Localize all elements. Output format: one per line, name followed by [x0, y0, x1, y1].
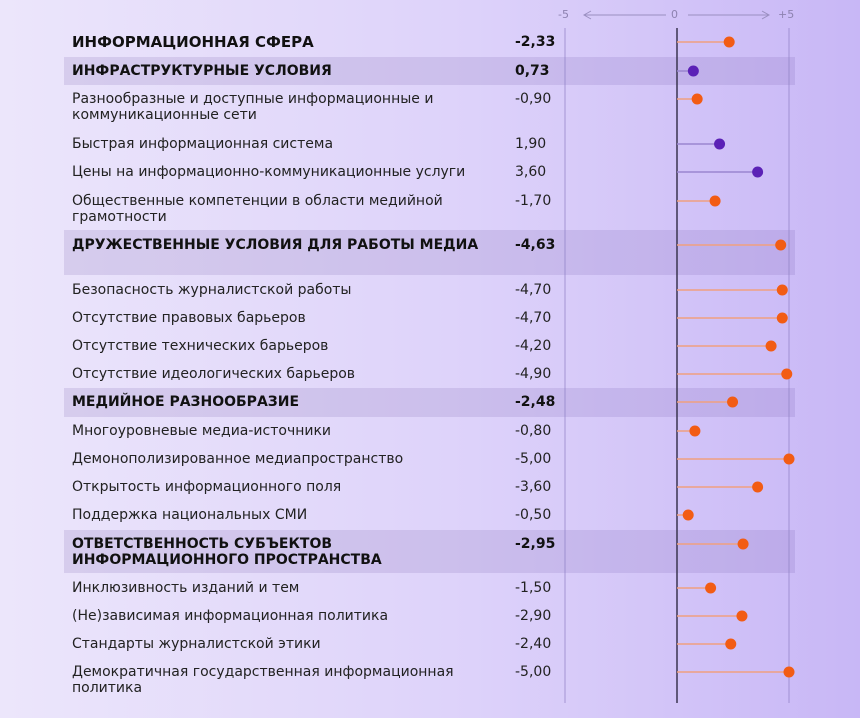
- indicator-label: Стандарты журналистской этики: [72, 636, 321, 652]
- indicator-label: Открытость информационного поля: [72, 479, 342, 495]
- indicator-label: (Не)зависимая информационная политика: [72, 608, 389, 624]
- lollipop-dot: [691, 93, 703, 105]
- value-label: -4,70: [515, 282, 552, 298]
- lollipop-dot: [775, 239, 787, 251]
- lollipop-dot: [736, 610, 748, 622]
- section-band: [64, 388, 795, 417]
- axis-arrow-right-icon: [761, 10, 771, 20]
- lollipop-dot: [689, 425, 701, 437]
- indicator-label: Безопасность журналистской работы: [72, 282, 352, 298]
- value-label: -2,33: [515, 34, 556, 50]
- value-label: -1,70: [515, 193, 552, 209]
- value-label: -0,50: [515, 507, 552, 523]
- axis-tick-label: +5: [778, 8, 795, 21]
- indicator-label: Отсутствие идеологических барьеров: [72, 366, 356, 382]
- value-label: -0,80: [515, 423, 552, 439]
- value-label: -4,63: [515, 237, 556, 253]
- lollipop-dot: [781, 368, 793, 380]
- indicator-label: Отсутствие технических барьеров: [72, 338, 329, 354]
- lollipop-dot: [765, 340, 777, 352]
- value-label: -4,90: [515, 366, 552, 382]
- indicator-label: Многоуровневые медиа-источники: [72, 423, 332, 439]
- lollipop-dot: [776, 284, 788, 296]
- lollipop-dot: [709, 195, 721, 207]
- indicator-label: Демократичная государственная информацио…: [72, 664, 454, 696]
- axis-arrow-left-icon: [582, 10, 592, 20]
- indicator-label: Общественные компетенции в области медий…: [72, 193, 443, 225]
- value-label: -2,95: [515, 536, 556, 552]
- indicator-label: Цены на информационно-коммуникационные у…: [72, 164, 466, 180]
- indicator-label: Демонополизированное медиапространство: [72, 451, 404, 467]
- lollipop-dot: [752, 481, 764, 493]
- section-label: ИНФОРМАЦИОННАЯ СФЕРА: [72, 33, 314, 51]
- value-label: 1,90: [515, 136, 547, 152]
- value-label: -3,60: [515, 479, 552, 495]
- value-label: -1,50: [515, 580, 552, 596]
- lollipop-dot: [705, 582, 717, 594]
- lollipop-dot: [776, 312, 788, 324]
- lollipop-dot: [714, 138, 726, 150]
- value-label: -0,90: [515, 91, 552, 107]
- value-label: 3,60: [515, 164, 547, 180]
- section-label: ОТВЕТСТВЕННОСТЬ СУБЪЕКТОВ ИНФОРМАЦИОННОГ…: [72, 536, 382, 568]
- value-label: 0,73: [515, 63, 550, 79]
- section-label: ДРУЖЕСТВЕННЫЕ УСЛОВИЯ ДЛЯ РАБОТЫ МЕДИА: [72, 237, 479, 253]
- value-label: -5,00: [515, 451, 552, 467]
- axis-tick-label: 0: [671, 8, 678, 21]
- value-label: -4,20: [515, 338, 552, 354]
- lollipop-dot: [687, 65, 699, 77]
- value-label: -2,90: [515, 608, 552, 624]
- section-label: МЕДИЙНОЕ РАЗНООБРАЗИЕ: [72, 394, 300, 410]
- lollipop-dot: [783, 453, 795, 465]
- lollipop-dot: [682, 509, 694, 521]
- section-band: [64, 57, 795, 85]
- section-label: ИНФРАСТРУКТУРНЫЕ УСЛОВИЯ: [72, 63, 332, 79]
- indicator-label: Отсутствие правовых барьеров: [72, 310, 306, 326]
- indicator-label: Поддержка национальных СМИ: [72, 507, 308, 523]
- lollipop-dot: [727, 396, 739, 408]
- indicator-label: Разнообразные и доступные информационные…: [72, 91, 434, 123]
- value-label: -2,48: [515, 394, 556, 410]
- lollipop-dot: [723, 36, 735, 48]
- indicator-label: Инклюзивность изданий и тем: [72, 580, 300, 596]
- lollipop-dot: [752, 166, 764, 178]
- axis-tick-label: -5: [558, 8, 569, 21]
- value-label: -4,70: [515, 310, 552, 326]
- lollipop-dot: [737, 538, 749, 550]
- lollipop-dot: [783, 666, 795, 678]
- value-label: -5,00: [515, 664, 552, 680]
- lollipop-dot: [725, 638, 737, 650]
- section-band: [64, 530, 795, 573]
- indicator-label: Быстрая информационная система: [72, 136, 334, 152]
- value-label: -2,40: [515, 636, 552, 652]
- section-band: [64, 230, 795, 275]
